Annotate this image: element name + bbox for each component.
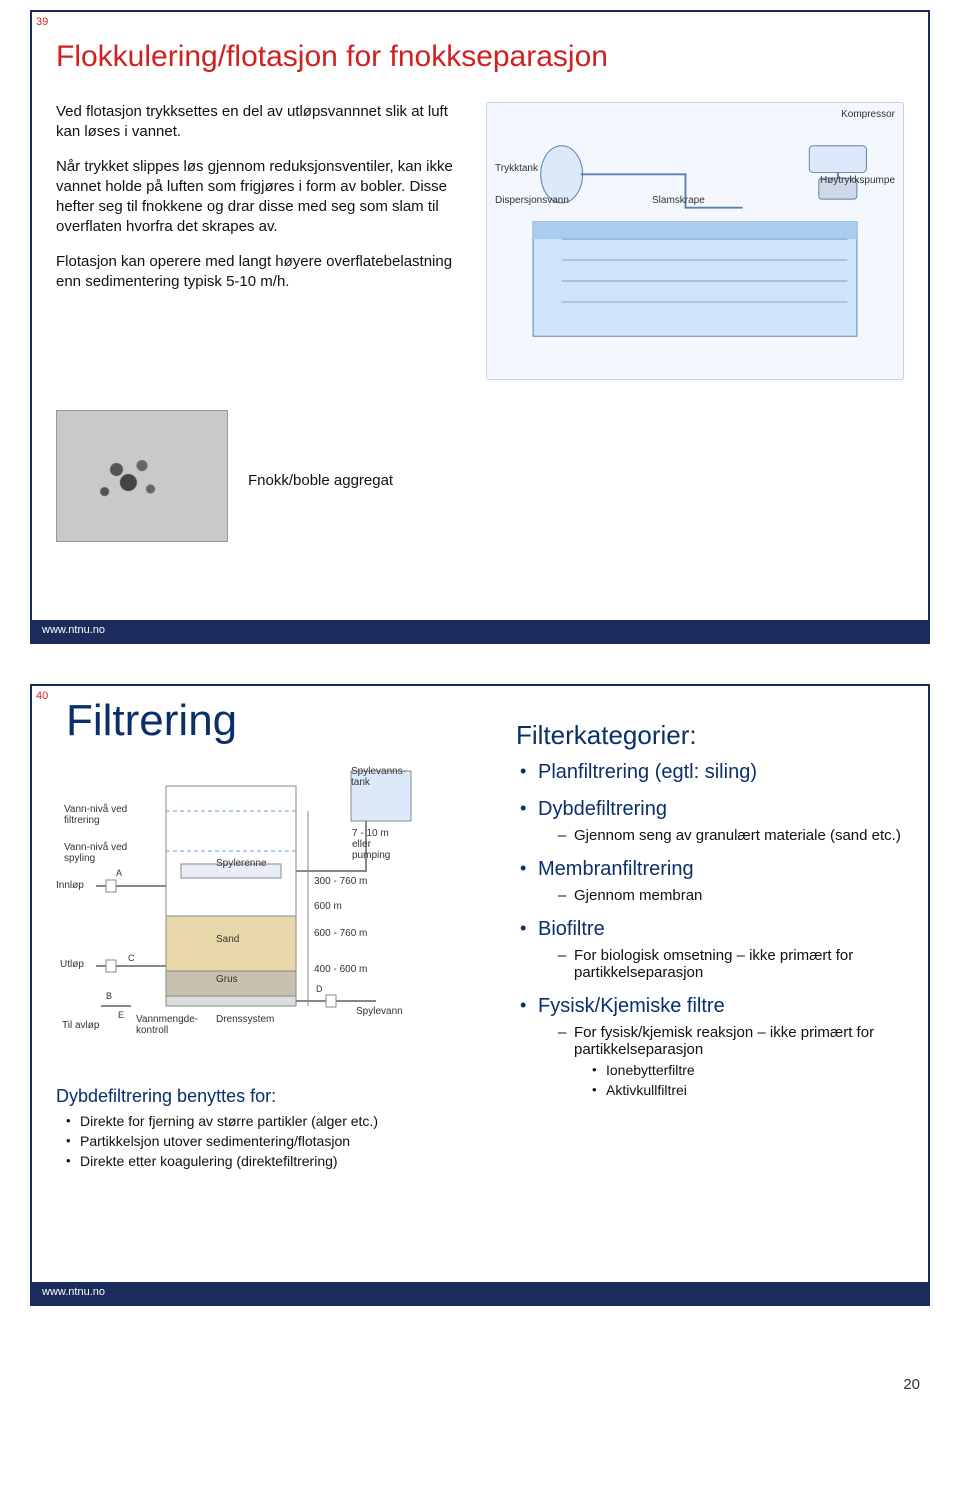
usage-block: Dybdefiltrering benyttes for: Direkte fo… bbox=[56, 1086, 486, 1169]
paragraph: Ved flotasjon trykksettes en del av utlø… bbox=[56, 102, 456, 143]
diagram-label: 400 - 600 m bbox=[314, 964, 367, 975]
category-bio: Biofiltre For biologisk omsetning – ikke… bbox=[516, 918, 904, 981]
diagram-label: Til avløp bbox=[62, 1020, 99, 1031]
diagram-label: Vannmengde-kontroll bbox=[136, 1014, 196, 1036]
slide-number: 39 bbox=[36, 16, 48, 28]
category-sub: For fysisk/kjemisk reaksjon – ikke primæ… bbox=[558, 1024, 904, 1098]
paragraph: Når trykket slippes løs gjennom reduksjo… bbox=[56, 157, 456, 238]
body-text-block: Ved flotasjon trykksettes en del av utlø… bbox=[56, 102, 456, 380]
svg-text:B: B bbox=[106, 991, 112, 1001]
category-plan: Planfiltrering (egtl: siling) bbox=[516, 761, 904, 784]
slide-39: 39 Flokkulering/flotasjon for fnokksepar… bbox=[30, 10, 930, 644]
diagram-label: 7 - 10 m eller pumping bbox=[352, 828, 407, 861]
category-sub: For biologisk omsetning – ikke primært f… bbox=[558, 947, 904, 981]
diagram-label: Spylerenne bbox=[216, 858, 267, 869]
diagram-label: Kompressor bbox=[841, 109, 895, 120]
usage-bullet: Partikkelsjon utover sedimentering/flota… bbox=[66, 1133, 486, 1149]
svg-text:E: E bbox=[118, 1010, 124, 1020]
slide-40: 40 Filtrering bbox=[30, 684, 930, 1306]
category-membran: Membranfiltrering Gjennom membran bbox=[516, 858, 904, 904]
diagram-label: Grus bbox=[216, 974, 238, 985]
category-label: Dybdefiltrering bbox=[538, 798, 667, 820]
filter-categories-list: Planfiltrering (egtl: siling) Dybdefiltr… bbox=[516, 761, 904, 1098]
footer-bar: www.ntnu.no bbox=[32, 620, 928, 642]
footer-text: www.ntnu.no bbox=[42, 1286, 105, 1298]
diagram-label: Dispersjonsvann bbox=[495, 195, 569, 206]
footer-text: www.ntnu.no bbox=[42, 624, 105, 636]
category-sub: Gjennom seng av granulært materiale (san… bbox=[558, 827, 904, 844]
category-sub2: Aktivkullfiltrei bbox=[592, 1082, 904, 1098]
category-sub2: Ionebytterfiltre bbox=[592, 1062, 904, 1078]
page-number: 20 bbox=[0, 1346, 960, 1403]
svg-text:A: A bbox=[116, 868, 122, 878]
svg-text:C: C bbox=[128, 953, 135, 963]
slide-title: Flokkulering/flotasjon for fnokkseparasj… bbox=[56, 40, 904, 74]
slide-number: 40 bbox=[36, 690, 48, 702]
diagram-label: Innløp bbox=[56, 880, 84, 891]
diagram-label: Vann-nivå ved spyling bbox=[64, 842, 134, 864]
diagram-label: Sand bbox=[216, 934, 239, 945]
microscope-image bbox=[56, 410, 228, 542]
slide-title: Filtrering bbox=[66, 696, 486, 746]
flotation-diagram: Kompressor Trykktank Dispersjonsvann Sla… bbox=[486, 102, 904, 380]
footer-bar: www.ntnu.no bbox=[32, 1282, 928, 1304]
svg-text:D: D bbox=[316, 984, 323, 994]
diagram-label: Drenssystem bbox=[216, 1014, 274, 1025]
diagram-label: 600 - 760 m bbox=[314, 928, 367, 939]
usage-heading: Dybdefiltrering benyttes for: bbox=[56, 1086, 486, 1107]
paragraph: Flotasjon kan operere med langt høyere o… bbox=[56, 252, 456, 293]
filter-categories-title: Filterkategorier: bbox=[516, 720, 904, 751]
diagram-label: Utløp bbox=[60, 959, 84, 970]
diagram-label: 600 m bbox=[314, 901, 342, 912]
category-fysisk: Fysisk/Kjemiske filtre For fysisk/kjemis… bbox=[516, 995, 904, 1098]
diagram-label: 300 - 760 m bbox=[314, 876, 367, 887]
filter-diagram: A C B E D bbox=[56, 756, 426, 1056]
diagram-label: Spylevanns-tank bbox=[351, 766, 411, 788]
category-label: Biofiltre bbox=[538, 918, 605, 940]
usage-bullet: Direkte etter koagulering (direktefiltre… bbox=[66, 1153, 486, 1169]
diagram-label: Trykktank bbox=[495, 163, 538, 174]
diagram-label: Høytrykkspumpe bbox=[820, 175, 895, 186]
category-sub-text: For fysisk/kjemisk reaksjon – ikke primæ… bbox=[574, 1024, 874, 1058]
category-dybde: Dybdefiltrering Gjennom seng av granulær… bbox=[516, 798, 904, 844]
image-caption: Fnokk/boble aggregat bbox=[248, 472, 393, 489]
diagram-label: Vann-nivå ved filtrering bbox=[64, 804, 134, 826]
usage-bullet: Direkte for fjerning av større partikler… bbox=[66, 1113, 486, 1129]
diagram-label: Slamskrape bbox=[652, 195, 705, 206]
category-label: Membranfiltrering bbox=[538, 858, 694, 880]
category-label: Fysisk/Kjemiske filtre bbox=[538, 995, 725, 1017]
flotation-svg bbox=[495, 111, 895, 371]
diagram-label: Spylevann bbox=[356, 1006, 403, 1017]
category-sub: Gjennom membran bbox=[558, 887, 904, 904]
